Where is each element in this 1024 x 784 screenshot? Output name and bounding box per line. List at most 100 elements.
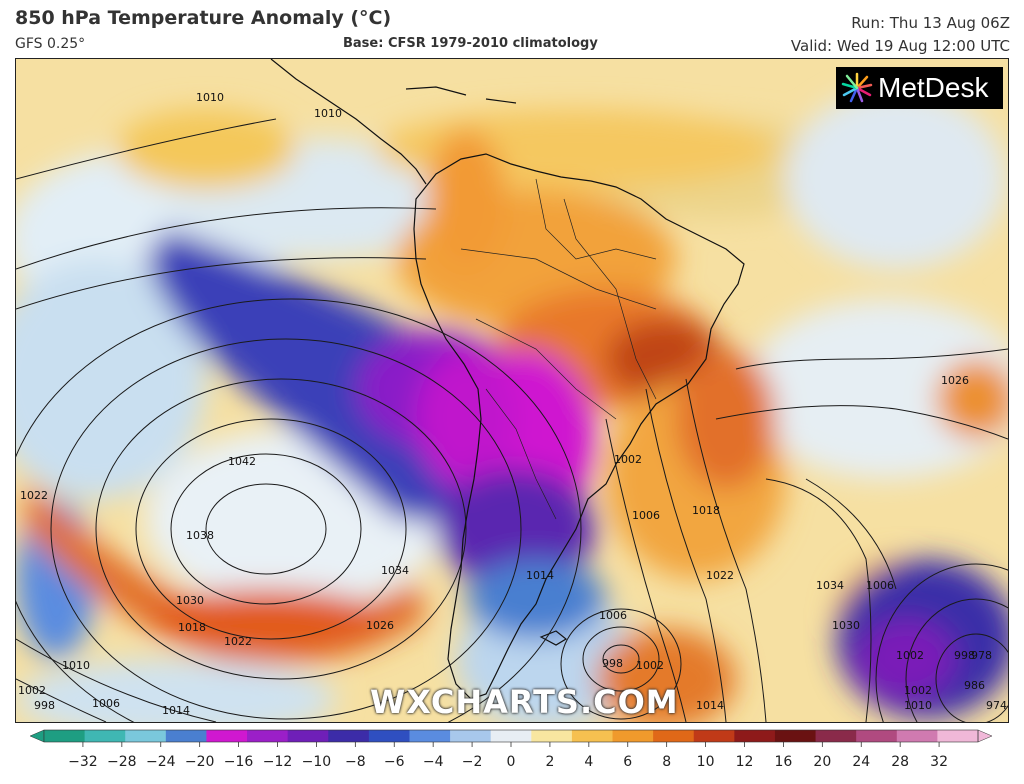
legend-tick-label: −6 <box>384 754 405 770</box>
chart-title: 850 hPa Temperature Anomaly (°C) <box>15 7 392 29</box>
isobar-label: 1038 <box>186 529 214 542</box>
isobar-label: 978 <box>971 649 992 662</box>
legend-swatch <box>734 730 776 742</box>
legend-tick-label: 0 <box>507 754 516 770</box>
legend-tick-label: 32 <box>930 754 948 770</box>
isobar-label: 1014 <box>696 699 724 712</box>
country-border <box>485 388 557 520</box>
coastlines <box>270 59 745 700</box>
legend-swatch <box>693 730 735 742</box>
isobar-label: 1030 <box>832 619 860 632</box>
isobar-label: 1022 <box>706 569 734 582</box>
isobar-label: 1002 <box>636 659 664 672</box>
legend-swatch <box>368 730 410 742</box>
model-label: GFS 0.25° <box>15 36 86 52</box>
isobars <box>16 118 1008 722</box>
isobar-label: 1026 <box>941 374 969 387</box>
legend-tick-label: −32 <box>68 754 98 770</box>
legend-swatch <box>490 730 532 742</box>
legend-tick-label: −24 <box>146 754 176 770</box>
legend-arrow-left <box>29 729 45 743</box>
isobar-label: 1026 <box>366 619 394 632</box>
legend-swatch <box>328 730 370 742</box>
legend-swatch <box>815 730 857 742</box>
legend-tick-label: 28 <box>891 754 909 770</box>
metdesk-burst-icon <box>841 72 873 103</box>
south-america-coastline <box>413 153 745 700</box>
country-border <box>460 248 657 310</box>
legend-swatch <box>84 730 126 742</box>
isobar-label: 1006 <box>632 509 660 522</box>
legend-swatch <box>612 730 654 742</box>
legend-tick-label: −20 <box>185 754 215 770</box>
isobar-label: 1006 <box>599 609 627 622</box>
legend-arrow-right <box>977 729 993 743</box>
legend-swatch <box>450 730 492 742</box>
map-svg: 1010 1010 1042 1038 1030 1034 1026 1022 … <box>16 59 1008 722</box>
legend-tick-label: −12 <box>263 754 293 770</box>
valid-time-label: Valid: Wed 19 Aug 12:00 UTC <box>790 37 1010 55</box>
legend-swatch <box>44 730 86 742</box>
isobar-label: 1002 <box>904 684 932 697</box>
country-border <box>563 198 657 400</box>
legend-swatch <box>247 730 289 742</box>
isobar-label: 998 <box>954 649 975 662</box>
legend-swatch <box>937 730 979 742</box>
legend-swatch <box>409 730 451 742</box>
legend-swatch <box>165 730 207 742</box>
isobar-label: 1042 <box>228 455 256 468</box>
legend-tick-label: 4 <box>584 754 593 770</box>
legend-ticks: −32 −28 −24 −20 −16 −12 −10 −8 −6 −4 −2 0 2 4 6 8 10 12 16… <box>68 742 948 770</box>
logo-text: MetDesk <box>878 72 989 103</box>
color-legend: −32 −28 −24 −20 −16 −12 −10 −8 −6 −4 −2 0 2 4 6 8 10 12 16… <box>29 729 993 770</box>
legend-tick-label: 24 <box>852 754 870 770</box>
legend-swatch <box>774 730 817 742</box>
legend-tick-label: −8 <box>345 754 366 770</box>
legend-swatch <box>896 730 938 742</box>
isobar-label: 1022 <box>20 489 48 502</box>
legend-swatch <box>856 730 898 742</box>
legend-swatch <box>653 730 695 742</box>
isobar-label: 1002 <box>18 684 46 697</box>
legend-swatch <box>206 730 248 742</box>
run-time-label: Run: Thu 13 Aug 06Z <box>851 14 1010 32</box>
isobar-label: 1014 <box>526 569 554 582</box>
legend-swatch <box>531 730 573 742</box>
legend-tick-label: 16 <box>775 754 793 770</box>
anomaly-field <box>16 89 1008 722</box>
legend-swatch <box>571 730 614 742</box>
legend-tick-label: −2 <box>462 754 483 770</box>
legend-tick-label: 6 <box>623 754 632 770</box>
watermark: WXCHARTS.COM <box>370 683 679 721</box>
falkland-islands <box>539 630 568 646</box>
isobar-label: 1022 <box>224 635 252 648</box>
isobar-label: 1034 <box>816 579 844 592</box>
legend-bar <box>29 729 993 743</box>
legend-tick-label: 8 <box>662 754 671 770</box>
legend-tick-label: −10 <box>302 754 332 770</box>
caribbean-islands <box>405 86 517 104</box>
isobar-label: 1002 <box>614 453 642 466</box>
metdesk-logo: MetDesk <box>836 67 1003 109</box>
legend-tick-label: 2 <box>545 754 554 770</box>
anomaly-map: 1010 1010 1042 1038 1030 1034 1026 1022 … <box>15 58 1009 723</box>
legend-swatch <box>287 730 329 742</box>
isobar-label: 1018 <box>692 504 720 517</box>
legend-tick-label: −16 <box>224 754 254 770</box>
base-climatology-label: Base: CFSR 1979-2010 climatology <box>343 36 598 51</box>
isobar-label: 1014 <box>162 704 190 717</box>
country-border <box>535 178 657 260</box>
isobar-label: 1006 <box>92 697 120 710</box>
isobar-label: 1010 <box>62 659 90 672</box>
central-america-coastline <box>270 59 427 185</box>
legend-swatch <box>125 730 167 742</box>
legend-tick-label: −4 <box>423 754 444 770</box>
legend-tick-label: −28 <box>107 754 137 770</box>
isobar-label: 1030 <box>176 594 204 607</box>
isobar-label: 1006 <box>866 579 894 592</box>
country-border <box>475 318 617 420</box>
isobar-label: 1010 <box>904 699 932 712</box>
isobar-label: 1034 <box>381 564 409 577</box>
isobar-label: 1018 <box>178 621 206 634</box>
isobar-label: 974 <box>986 699 1007 712</box>
